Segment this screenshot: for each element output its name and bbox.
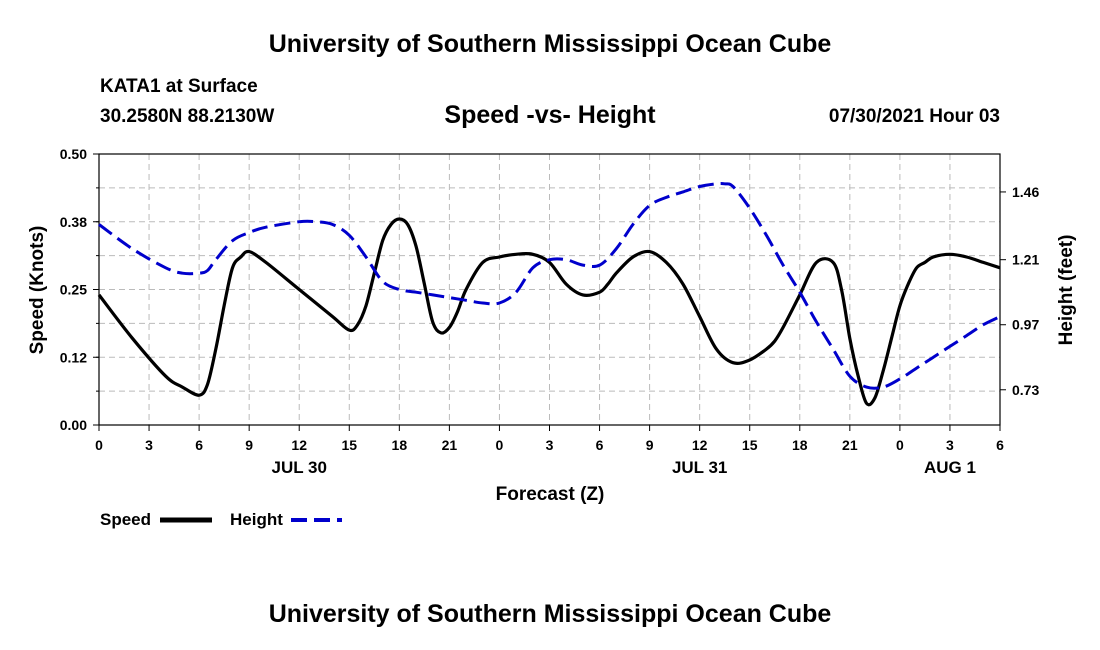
page-title: University of Southern Mississippi Ocean… xyxy=(268,30,832,58)
y2-tick-label: 0.73 xyxy=(1012,382,1039,398)
date-label: AUG 1 xyxy=(924,458,976,477)
series-layer xyxy=(97,182,1001,407)
x-tick-label: 21 xyxy=(842,437,858,453)
footer-title: University of Southern Mississippi Ocean… xyxy=(268,600,832,628)
grid-lines xyxy=(99,154,1000,425)
forecast-datetime: 07/30/2021 Hour 03 xyxy=(828,106,1000,127)
x-tick-label: 3 xyxy=(145,437,153,453)
chart-title: Speed -vs- Height xyxy=(444,101,656,129)
x-axis-label: Forecast (Z) xyxy=(496,484,605,505)
tick-labels: 0 3 6 9 12 15 18 21 0 3 6 9 12 15 18 21 0 3 6 JUL 30 JUL 31 A… xyxy=(60,146,1040,477)
x-tick-label: 12 xyxy=(291,437,307,453)
legend-label-speed: Speed xyxy=(100,510,151,529)
y-axis-label: Speed (Knots) xyxy=(27,226,48,355)
x-tick-label: 18 xyxy=(392,437,408,453)
y2-axis-label: Height (feet) xyxy=(1056,235,1077,346)
series-line-speed xyxy=(97,217,1001,407)
y2-tick-label: 1.46 xyxy=(1012,184,1039,200)
date-label: JUL 31 xyxy=(672,458,727,477)
y-tick-label: 0.00 xyxy=(60,417,87,433)
x-tick-label: 0 xyxy=(95,437,103,453)
y-tick-label: 0.38 xyxy=(60,214,87,230)
y-tick-label: 0.25 xyxy=(60,282,87,298)
series-line-height xyxy=(98,182,1001,390)
x-tick-label: 6 xyxy=(996,437,1004,453)
station-label: KATA1 at Surface xyxy=(100,76,258,97)
x-tick-label: 3 xyxy=(546,437,554,453)
x-tick-label: 0 xyxy=(496,437,504,453)
date-label: JUL 30 xyxy=(271,458,326,477)
x-tick-label: 6 xyxy=(596,437,604,453)
y2-tick-label: 0.97 xyxy=(1012,317,1039,333)
x-tick-label: 0 xyxy=(896,437,904,453)
axis-ticks xyxy=(93,153,1006,431)
station-coordinates: 30.2580N 88.2130W xyxy=(100,106,275,127)
y2-tick-label: 1.21 xyxy=(1012,252,1039,268)
y-tick-label: 0.50 xyxy=(60,146,87,162)
x-tick-label: 3 xyxy=(946,437,954,453)
x-tick-label: 12 xyxy=(692,437,708,453)
legend-label-height: Height xyxy=(230,510,283,529)
y-tick-label: 0.12 xyxy=(60,349,87,365)
legend: Speed Height xyxy=(100,510,342,529)
x-tick-label: 21 xyxy=(442,437,458,453)
x-tick-label: 9 xyxy=(646,437,654,453)
x-tick-label: 15 xyxy=(341,437,357,453)
x-tick-label: 15 xyxy=(742,437,758,453)
x-tick-label: 6 xyxy=(195,437,203,453)
x-tick-label: 18 xyxy=(792,437,808,453)
x-tick-label: 9 xyxy=(245,437,253,453)
